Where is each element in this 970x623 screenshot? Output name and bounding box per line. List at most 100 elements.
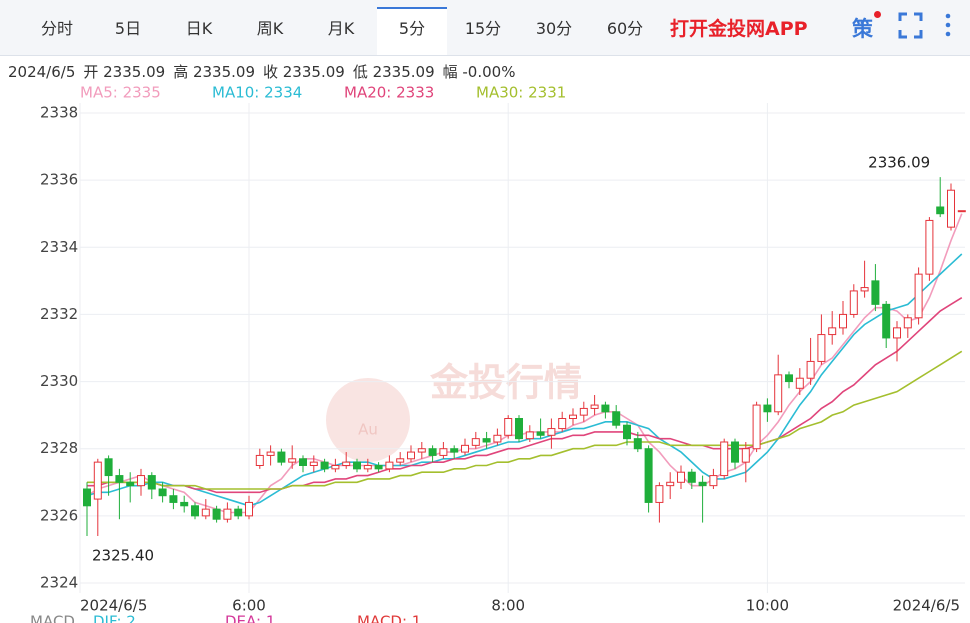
candle-body	[104, 458, 113, 477]
y-tick-label: 2338	[40, 104, 78, 122]
candle-body	[882, 303, 891, 339]
legend-entry: MA20: 2333	[344, 84, 434, 102]
candle-body	[655, 485, 664, 503]
candle-body	[774, 374, 783, 413]
candle-body	[741, 448, 750, 463]
y-tick-label: 2332	[40, 305, 78, 323]
candle-body	[374, 465, 383, 470]
candle-body	[342, 461, 351, 466]
tab[interactable]: 15分	[464, 19, 502, 38]
tab[interactable]: 月K	[327, 19, 355, 38]
candle-body	[666, 481, 675, 487]
y-tick-label: 2336	[40, 171, 78, 189]
candle-body	[396, 458, 405, 463]
candle-body	[137, 475, 145, 487]
candle-body	[536, 431, 545, 436]
candle-body	[612, 411, 621, 426]
watermark-logo-text: Au	[358, 421, 378, 439]
info-item: 低 2335.09	[352, 63, 435, 81]
candle-body	[677, 471, 685, 483]
candle-body	[795, 377, 804, 389]
macd-label: DEA: 1	[225, 613, 275, 623]
candle-body	[169, 495, 178, 503]
tab[interactable]: 30分	[535, 19, 573, 38]
candle-body	[752, 404, 761, 450]
macd-label: MACD: 1	[357, 613, 421, 623]
ma-line	[86, 213, 963, 514]
tab[interactable]: 周K	[256, 19, 284, 38]
macd-label: DIF: 2	[93, 613, 136, 623]
price-annotation: 2325.40	[92, 547, 154, 565]
candle-body	[698, 481, 707, 487]
strategy-icon[interactable]: 策	[852, 17, 873, 41]
tab[interactable]: 日K	[185, 19, 213, 38]
y-tick-label: 2330	[40, 372, 78, 390]
candle-body	[849, 290, 858, 315]
candle-body	[871, 280, 880, 305]
candle-body	[115, 475, 124, 483]
candle-body	[763, 404, 772, 413]
tab[interactable]: 5日	[114, 19, 142, 38]
candle-body	[180, 501, 189, 507]
candle-body	[957, 210, 966, 213]
tab[interactable]: 60分	[606, 19, 644, 38]
candle-body	[893, 327, 901, 339]
watermark-text: 金投行情	[429, 361, 582, 405]
candle-body	[569, 414, 577, 419]
candle-body	[223, 508, 232, 520]
legend-entry: MA5: 2335	[80, 84, 161, 102]
candle-body	[353, 461, 361, 470]
candle-body	[785, 374, 793, 383]
candle-body	[299, 458, 307, 466]
legend-entry: MA30: 2331	[476, 84, 566, 102]
legend-entry: MA10: 2334	[212, 84, 302, 102]
y-tick-label: 2324	[40, 574, 78, 592]
info-item: 2024/6/5	[8, 63, 76, 81]
candle-body	[234, 508, 243, 517]
candle-body	[439, 448, 448, 456]
ma-line	[86, 253, 963, 507]
info-item: 高 2335.09	[173, 63, 255, 81]
candle-body	[428, 448, 437, 456]
candle-body	[633, 438, 642, 450]
candle-body	[255, 454, 264, 466]
candle-body	[417, 448, 426, 453]
candle-body	[482, 438, 491, 443]
candle-body	[245, 501, 253, 517]
candle-body	[709, 475, 718, 487]
info-item: 开 2335.09	[83, 63, 166, 81]
candle-body	[363, 465, 372, 470]
candle-body	[331, 465, 340, 470]
candle-body	[461, 444, 469, 453]
candle-body	[309, 461, 318, 466]
candle-body	[947, 189, 955, 228]
candle-body	[288, 458, 297, 463]
info-line: 2024/6/5 开 2335.09 高 2335.09 收 2335.09 低 233…	[8, 61, 523, 82]
tab[interactable]: 5分	[377, 7, 447, 55]
candle-body	[623, 424, 631, 440]
watermark-logo	[326, 378, 410, 462]
x-tick-label: 2024/6/5	[80, 597, 147, 615]
candle-body	[201, 508, 210, 517]
price-annotation: 2336.09	[868, 154, 930, 172]
candle-body	[817, 334, 826, 362]
candle-body	[147, 475, 156, 490]
candle-body	[601, 404, 610, 413]
macd-label: MACD	[30, 613, 75, 623]
app-link[interactable]: 打开金投网APP	[670, 18, 808, 40]
tab[interactable]: 分时	[40, 19, 73, 38]
candle-body	[644, 448, 653, 503]
candle-body	[590, 404, 599, 409]
fullscreen-icon[interactable]	[898, 12, 923, 39]
candle-body	[504, 418, 513, 436]
candle-body	[903, 317, 912, 329]
candle-body	[731, 441, 739, 463]
candle-body	[547, 428, 556, 436]
candle-body	[266, 451, 275, 456]
candle-body	[828, 327, 837, 336]
tab-bar: 打开金投网APP 策 分时 5日 日K 周K 月K 5分 15分 30分 60分	[0, 0, 970, 56]
more-icon[interactable]	[945, 13, 951, 37]
candle-body	[914, 273, 923, 319]
